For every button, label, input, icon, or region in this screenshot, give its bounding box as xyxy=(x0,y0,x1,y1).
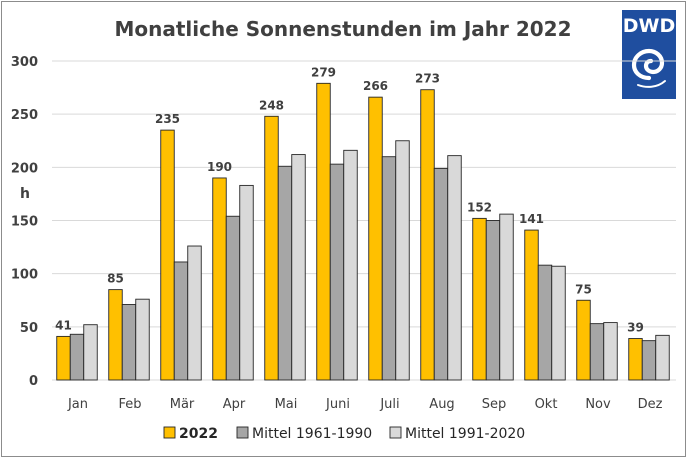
bar-nov-series-1 xyxy=(589,323,605,381)
bar-nov-series-2 xyxy=(603,322,618,381)
data-label-nov: 75 xyxy=(575,282,592,296)
data-label-juni: 279 xyxy=(311,65,336,79)
bar-feb-series-0 xyxy=(108,289,123,381)
y-tick-label: 0 xyxy=(29,374,38,389)
bar-apr-series-1 xyxy=(225,215,241,381)
x-tick-label: Juli xyxy=(379,397,399,412)
bar-juni-series-2 xyxy=(343,149,358,381)
x-axis-ticks: Jan Feb Mär Apr Mai Juni Juli Aug Sep Okt Nov Dez xyxy=(67,397,663,412)
x-tick-label: Apr xyxy=(223,397,246,412)
legend-swatch-1 xyxy=(236,426,249,439)
bar-juni-series-0 xyxy=(316,82,331,381)
bar-jan-series-1 xyxy=(69,333,85,381)
bar-sep-series-2 xyxy=(499,213,514,381)
x-tick-label: Jan xyxy=(67,397,88,412)
y-tick-label: 100 xyxy=(11,268,38,283)
x-tick-label: Juni xyxy=(325,397,350,412)
legend: 2022 Mittel 1961-1990 Mittel 1991-2020 xyxy=(163,426,525,442)
bar-mär-series-0 xyxy=(160,129,175,381)
bars xyxy=(56,82,670,381)
bar-okt-series-0 xyxy=(524,229,539,381)
data-label-apr: 190 xyxy=(207,160,232,174)
x-tick-label: Mär xyxy=(170,397,195,412)
data-label-feb: 85 xyxy=(107,272,124,286)
data-label-dez: 39 xyxy=(627,321,644,335)
x-tick-label: Feb xyxy=(118,397,141,412)
x-tick-label: Dez xyxy=(638,397,663,412)
legend-label-2: Mittel 1991-2020 xyxy=(405,426,525,442)
data-labels: 41 85 235 190 248 279 266 273 152 141 75 39 xyxy=(55,65,644,334)
y-tick-label: 50 xyxy=(20,321,38,336)
bar-dez-series-2 xyxy=(655,334,670,381)
legend-label-0: 2022 xyxy=(179,426,218,442)
bar-dez-series-0 xyxy=(628,338,643,381)
legend-label-1: Mittel 1961-1990 xyxy=(252,426,372,442)
bar-feb-series-1 xyxy=(121,304,137,381)
data-label-mär: 235 xyxy=(155,112,180,126)
x-tick-label: Nov xyxy=(585,397,611,412)
data-label-juli: 266 xyxy=(363,79,388,93)
legend-swatch-0 xyxy=(163,426,176,439)
y-tick-label: 300 xyxy=(11,55,38,70)
x-tick-label: Sep xyxy=(482,397,507,412)
bar-juli-series-0 xyxy=(368,96,383,381)
bar-mär-series-1 xyxy=(173,261,189,381)
bar-okt-series-2 xyxy=(551,265,566,381)
bar-sep-series-0 xyxy=(472,217,487,381)
bar-apr-series-2 xyxy=(239,184,254,381)
bar-okt-series-1 xyxy=(537,264,553,381)
y-tick-label: 250 xyxy=(11,108,38,123)
bar-mai-series-2 xyxy=(291,154,306,381)
bar-nov-series-0 xyxy=(576,299,591,381)
grid-lines xyxy=(52,60,676,381)
legend-swatch-2 xyxy=(389,426,402,439)
bar-jan-series-2 xyxy=(83,324,98,381)
bar-sep-series-1 xyxy=(485,220,501,381)
dwd-logo-background xyxy=(622,10,676,99)
bar-juli-series-2 xyxy=(395,140,410,381)
bar-feb-series-2 xyxy=(135,298,150,381)
y-axis-label: h xyxy=(20,186,30,202)
dwd-swirl-icon xyxy=(631,48,666,88)
bar-mär-series-2 xyxy=(187,245,202,381)
y-axis-ticks: 0 50 100 150 200 250 300 xyxy=(11,55,38,389)
bar-juni-series-1 xyxy=(329,163,345,381)
bar-dez-series-1 xyxy=(641,340,657,381)
bar-mai-series-0 xyxy=(264,115,279,381)
y-tick-label: 150 xyxy=(11,215,38,230)
bar-juli-series-1 xyxy=(381,156,397,381)
data-label-mai: 248 xyxy=(259,98,284,112)
x-tick-label: Mai xyxy=(275,397,298,412)
x-tick-label: Aug xyxy=(429,397,454,412)
bar-apr-series-0 xyxy=(212,177,227,381)
bar-mai-series-1 xyxy=(277,165,293,381)
data-label-sep: 152 xyxy=(467,200,492,214)
x-tick-label: Okt xyxy=(535,397,558,412)
bar-aug-series-1 xyxy=(433,167,449,381)
y-tick-label: 200 xyxy=(11,161,38,176)
bar-aug-series-2 xyxy=(447,155,462,381)
bar-jan-series-0 xyxy=(56,335,71,381)
bar-aug-series-0 xyxy=(420,89,435,381)
dwd-logo: DWD xyxy=(622,10,676,99)
data-label-jan: 41 xyxy=(55,318,72,332)
data-label-okt: 141 xyxy=(519,212,544,226)
chart-title: Monatliche Sonnenstunden im Jahr 2022 xyxy=(114,17,571,41)
dwd-logo-text: DWD xyxy=(623,15,676,37)
data-label-aug: 273 xyxy=(415,72,440,86)
